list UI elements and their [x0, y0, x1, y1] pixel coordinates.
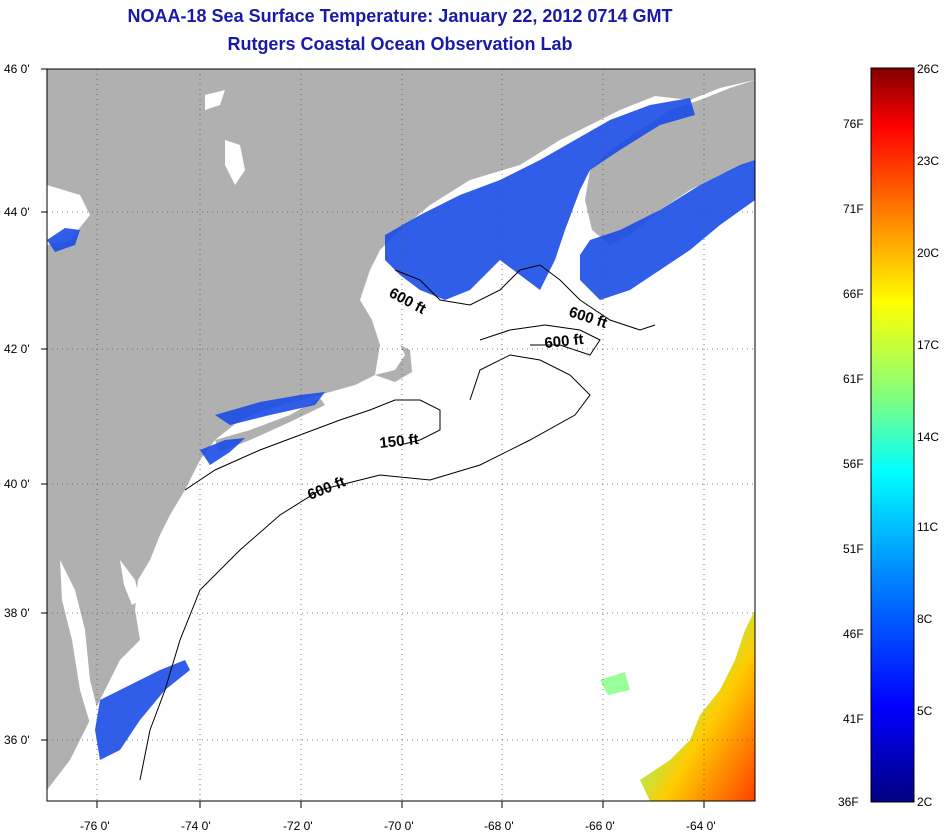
colorbar-label-c: 23C	[917, 154, 939, 168]
delaware-bay	[120, 560, 140, 605]
lon-label-72: -72 0'	[283, 819, 313, 833]
colorbar-label-f: 56F	[843, 457, 864, 471]
lon-label-66: -66 0'	[585, 819, 615, 833]
map-frame	[46, 68, 756, 802]
cold-water-ny-bight	[200, 438, 245, 465]
temperature-colorbar	[870, 67, 915, 803]
lon-label-64: -64 0'	[686, 819, 716, 833]
lon-label-68: -68 0'	[484, 819, 514, 833]
warm-water-patch	[600, 672, 630, 695]
colorbar-label-c: 5C	[917, 704, 933, 718]
map-subtitle: Rutgers Coastal Ocean Observation Lab	[227, 34, 573, 54]
colorbar-label-c: 14C	[917, 430, 939, 444]
colorbar-label-c: 26C	[917, 62, 939, 76]
colorbar-label-c: 17C	[917, 338, 939, 352]
cold-water-northwest	[47, 228, 80, 252]
warm-water-gulf-stream	[640, 610, 755, 801]
lon-label-70: -70 0'	[384, 819, 414, 833]
bathymetry-georges-bank	[479, 324, 601, 356]
map-ticks	[41, 68, 705, 808]
cold-water-long-island-sound	[215, 392, 325, 425]
lat-label-46: 46 0'	[4, 62, 30, 76]
inland-lake	[205, 90, 225, 110]
inland-lake	[225, 140, 245, 185]
land-cape-cod	[375, 345, 412, 382]
cold-water-scotian-shelf	[580, 160, 755, 300]
lat-label-44: 44 0'	[4, 205, 30, 219]
colorbar-label-c: 8C	[917, 612, 933, 626]
colorbar-label-c: 11C	[917, 520, 938, 534]
colorbar-label-f: 51F	[843, 542, 864, 556]
lat-label-40: 40 0'	[4, 477, 30, 491]
lat-label-42: 42 0'	[4, 342, 30, 356]
contour-label-150ft: 150 ft	[379, 431, 420, 452]
lat-label-38: 38 0'	[4, 606, 30, 620]
colorbar-label-f: 76F	[843, 117, 864, 131]
colorbar-label-f: 71F	[843, 202, 864, 216]
map-title: NOAA-18 Sea Surface Temperature: January…	[127, 6, 673, 26]
colorbar-label-f: 61F	[843, 372, 864, 386]
colorbar-label-f: 66F	[843, 287, 864, 301]
inland-lake	[47, 185, 90, 245]
colorbar-label-c: 2C	[917, 795, 933, 809]
cold-water-gulf-of-maine	[385, 98, 695, 300]
land-us-mainland	[47, 69, 755, 790]
bathymetry-150ft	[184, 399, 441, 491]
map-grid	[47, 69, 755, 801]
colorbar-label-f: 46F	[843, 627, 864, 641]
colorbar-label-f: 36F	[838, 795, 859, 809]
colorbar-label-c: 20C	[917, 246, 939, 260]
colorbar-label-f: 41F	[843, 712, 864, 726]
bathymetry-600ft-shelf	[139, 354, 591, 781]
lat-label-36: 36 0'	[4, 733, 30, 747]
contour-label-600ft-georges: 600 ft	[544, 331, 585, 352]
bathymetry-600ft-gulf-of-maine	[394, 264, 656, 331]
lon-label-76: -76 0'	[80, 819, 110, 833]
land-nova-scotia	[585, 80, 755, 245]
lon-label-74: -74 0'	[181, 819, 211, 833]
chesapeake-bay	[60, 560, 100, 730]
